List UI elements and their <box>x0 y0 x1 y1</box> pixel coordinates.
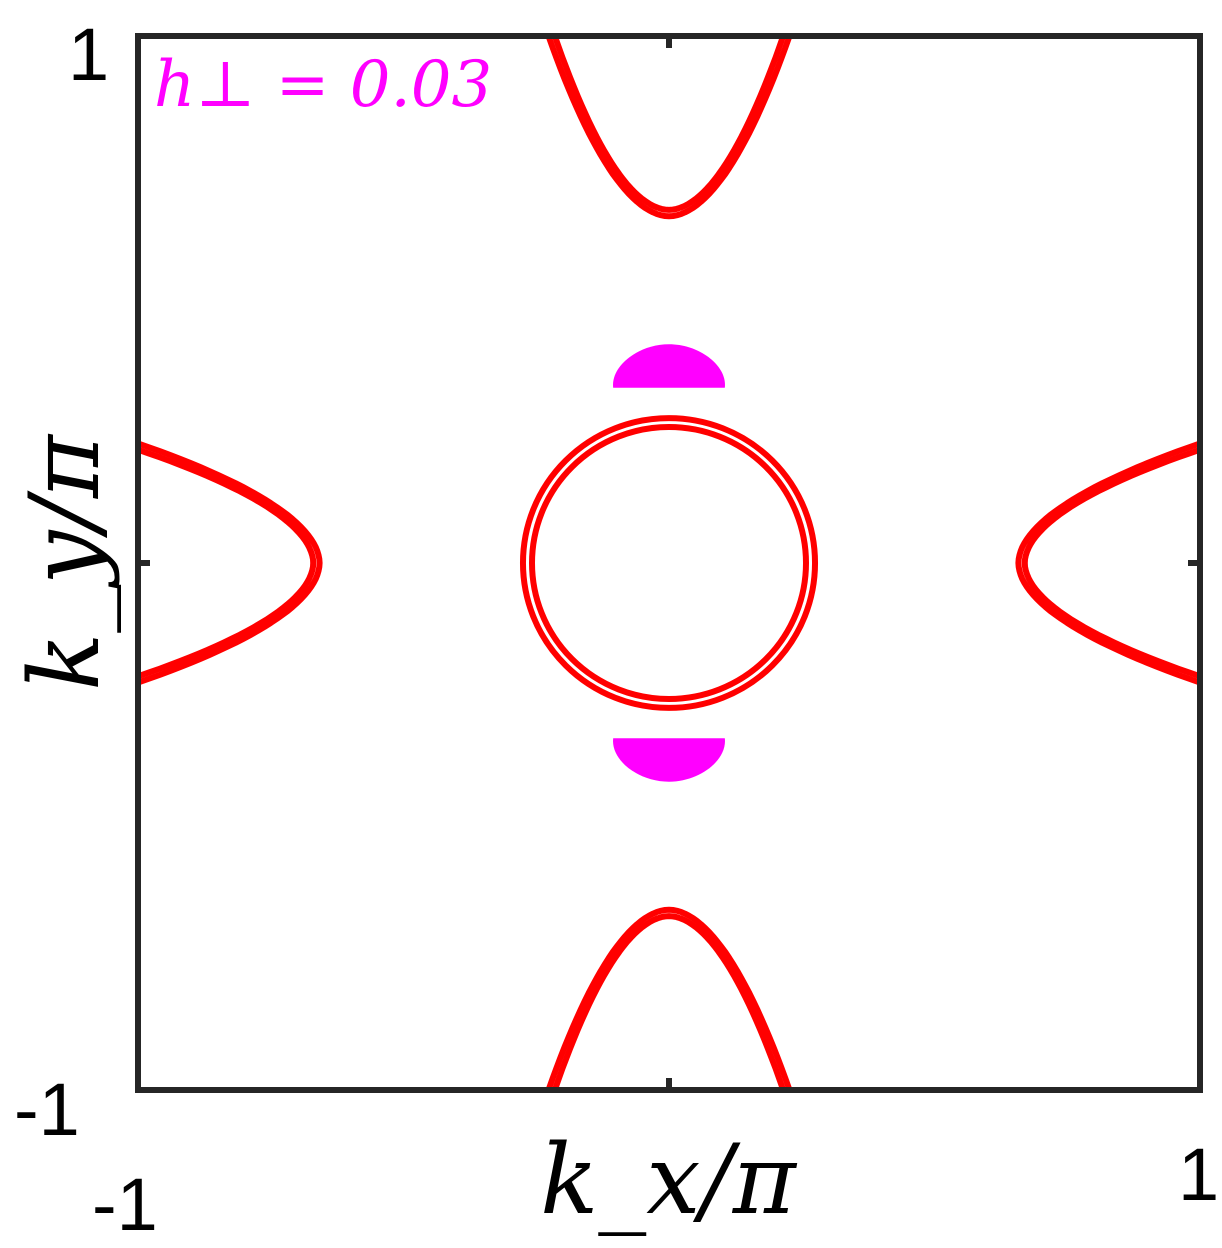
pocket-lower <box>613 738 725 782</box>
arc-bottom-0 <box>551 913 787 1091</box>
center-ring-0 <box>519 415 819 711</box>
center-ring-1 <box>529 424 809 702</box>
y-axis-label: k_y/π <box>9 433 121 691</box>
arc-right-1 <box>1015 440 1202 686</box>
arc-top-1 <box>545 34 793 220</box>
arc-top-0 <box>551 35 787 213</box>
arc-left-1 <box>136 440 323 686</box>
arc-bottom-1 <box>545 906 793 1092</box>
data-layer <box>136 34 1202 1092</box>
tick-marks <box>135 33 1203 1093</box>
x-tick-label-min: -1 <box>92 1163 158 1246</box>
x-axis-label: k_x/π <box>540 1124 798 1236</box>
y-tick-label-max: 1 <box>68 13 109 96</box>
arc-left-0 <box>137 446 317 680</box>
y-tick-label-min: -1 <box>14 1068 80 1151</box>
x-tick-label-max: 1 <box>1178 1133 1219 1216</box>
plot-area <box>138 36 1200 1090</box>
annotation-h-perp: h⊥ = 0.03 <box>154 48 492 122</box>
arc-right-0 <box>1021 446 1201 680</box>
pocket-upper <box>613 344 725 388</box>
